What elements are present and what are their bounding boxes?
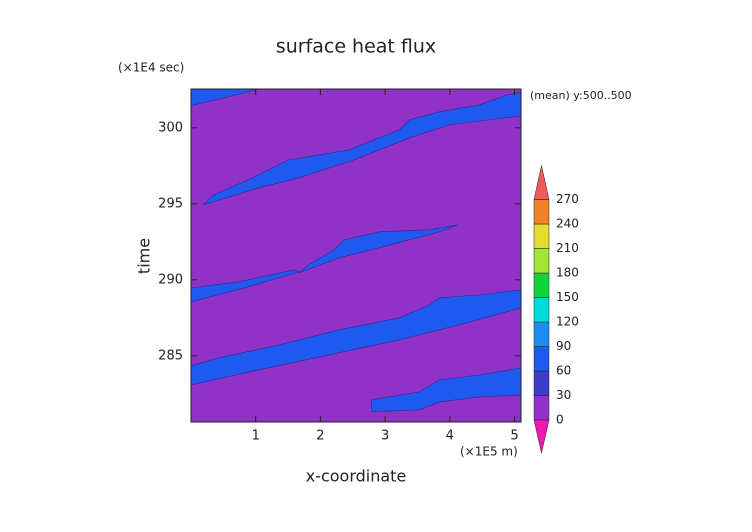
colorbar-segment xyxy=(533,321,550,347)
colorbar-label: 180 xyxy=(556,266,579,280)
colorbar-label: 120 xyxy=(556,315,579,329)
colorbar-label: 90 xyxy=(556,339,571,353)
x-tick-label: 5 xyxy=(510,429,518,444)
chart-title: surface heat flux xyxy=(276,36,436,58)
colorbar-label: 30 xyxy=(556,388,571,402)
colorbar-label: 60 xyxy=(556,364,571,378)
colorbar-segment xyxy=(533,370,550,396)
colorbar-over xyxy=(533,165,550,200)
colorbar-label: 240 xyxy=(556,217,579,231)
colorbar-segment xyxy=(533,297,550,323)
x-tick-label: 1 xyxy=(252,429,260,444)
colorbar-label: 0 xyxy=(556,413,564,427)
y-tick-label: 285 xyxy=(158,348,183,363)
contour-region xyxy=(298,224,458,274)
y-tick-label: 295 xyxy=(158,196,183,211)
colorbar-segment xyxy=(533,272,550,298)
colorbar-segment xyxy=(533,346,550,372)
annotation: (mean) y:500..500 xyxy=(530,89,632,102)
colorbar-segment xyxy=(533,248,550,274)
contour-region xyxy=(203,91,522,206)
colorbar-label: 270 xyxy=(556,192,579,206)
colorbar-label: 150 xyxy=(556,290,579,304)
y-axis-label: time xyxy=(135,238,154,274)
x-tick-label: 2 xyxy=(316,429,324,444)
x-tick-label: 4 xyxy=(446,429,454,444)
colorbar-under xyxy=(533,419,550,454)
x-unit: (×1E5 m) xyxy=(460,445,518,459)
plot-frame xyxy=(190,88,522,423)
y-tick-label: 300 xyxy=(158,120,183,135)
x-tick-label: 3 xyxy=(381,429,389,444)
colorbar-segment xyxy=(533,223,550,249)
y-tick-label: 290 xyxy=(158,272,183,287)
y-unit: (×1E4 sec) xyxy=(118,61,184,75)
colorbar-segment xyxy=(533,395,550,421)
colorbar-segment xyxy=(533,199,550,225)
colorbar-label: 210 xyxy=(556,241,579,255)
x-axis-label: x-coordinate xyxy=(306,467,407,486)
contour-region xyxy=(190,289,522,386)
